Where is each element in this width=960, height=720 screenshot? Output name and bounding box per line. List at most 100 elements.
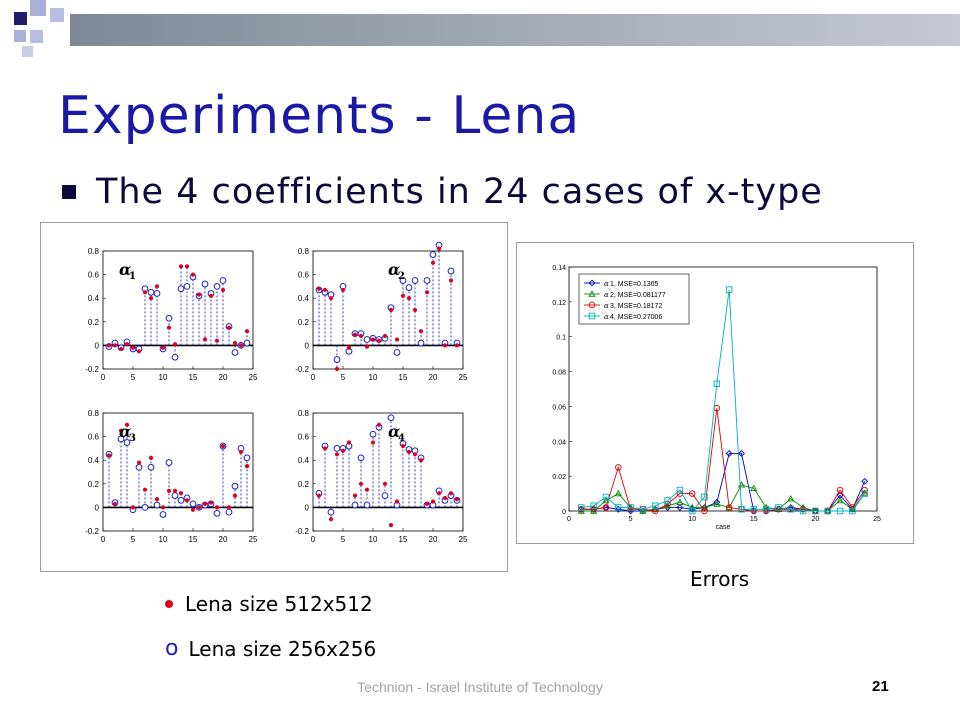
x-tick-label: 10 — [369, 535, 378, 544]
series-marker — [701, 493, 708, 501]
series-marker — [750, 484, 758, 492]
coef-plot-frame — [312, 412, 464, 532]
series-marker — [639, 506, 647, 513]
x-tick-label: 25 — [249, 373, 258, 382]
point-512 — [232, 340, 238, 346]
series-marker — [713, 498, 721, 506]
point-512 — [406, 449, 412, 455]
point-512 — [160, 505, 166, 510]
series-marker — [590, 507, 598, 514]
y-tick-label: -0.2 — [295, 365, 309, 374]
decor-top-bar — [70, 14, 960, 46]
series-marker — [787, 506, 795, 513]
point-256 — [231, 349, 239, 356]
point-512 — [226, 505, 232, 510]
series-marker — [590, 502, 597, 510]
open-circle-icon: o — [165, 636, 179, 661]
decor-square-light-1 — [30, 0, 46, 16]
y-tick-label: 0.2 — [298, 318, 310, 327]
point-512 — [394, 499, 400, 504]
point-256 — [393, 349, 401, 356]
point-512 — [400, 443, 406, 449]
point-512 — [142, 487, 148, 492]
legend-entry-label: α — [604, 291, 609, 299]
point-512 — [154, 284, 160, 289]
filled-dot-icon — [165, 600, 173, 608]
x-tick-label: 5 — [131, 373, 136, 382]
point-512 — [208, 500, 214, 505]
point-512 — [376, 422, 382, 427]
series-marker — [713, 500, 721, 507]
x-tick-label: 20 — [429, 535, 438, 544]
point-256 — [387, 414, 395, 422]
point-256 — [189, 500, 197, 508]
point-256 — [183, 283, 191, 290]
point-256 — [417, 339, 425, 347]
chart-title-subscript: 3 — [129, 433, 136, 444]
y-tick-label: 0 — [562, 509, 566, 516]
point-256 — [225, 508, 233, 516]
y-tick-label: 0.4 — [88, 294, 100, 303]
point-512 — [214, 338, 220, 343]
coefficients-panel: -0.2 0 0.2 0.4 0.6 0.8 0 5 10 15 20 25 α 1 -0.2 0 0.2 0.4… — [40, 222, 508, 572]
y-tick-label: 0.6 — [88, 271, 100, 280]
x-tick-label: 25 — [459, 535, 468, 544]
point-256 — [423, 277, 431, 284]
point-256 — [243, 339, 251, 347]
point-512 — [172, 488, 178, 493]
x-tick-label: 5 — [629, 516, 633, 523]
x-tick-label: 15 — [750, 516, 758, 523]
y-tick-label: 0.4 — [298, 456, 310, 465]
x-tick-label: 5 — [131, 535, 136, 544]
point-512 — [196, 292, 202, 297]
point-512 — [184, 498, 190, 503]
series-marker — [849, 507, 856, 515]
point-512 — [352, 493, 358, 498]
point-512 — [148, 455, 154, 460]
point-512 — [418, 329, 424, 334]
point-256 — [213, 509, 221, 517]
point-512 — [214, 505, 220, 510]
y-tick-label: 0.06 — [552, 404, 566, 411]
point-512 — [220, 443, 226, 449]
series-marker — [578, 504, 585, 511]
point-256 — [153, 501, 161, 509]
legend-entry-label: α — [604, 302, 609, 310]
point-512 — [358, 333, 364, 339]
point-512 — [106, 343, 112, 348]
point-256 — [381, 492, 389, 500]
decor-square-dark-1 — [14, 12, 27, 25]
point-512 — [160, 345, 166, 350]
point-512 — [196, 505, 202, 510]
point-512 — [382, 333, 388, 339]
point-512 — [448, 278, 454, 283]
x-tick-label: 20 — [812, 516, 820, 523]
point-256 — [429, 251, 437, 258]
coef-plot-frame — [312, 250, 464, 370]
series-marker — [738, 506, 745, 513]
x-tick-label: 15 — [399, 373, 408, 382]
footer-text: Technion - Israel Institute of Technolog… — [357, 679, 603, 695]
series-marker — [602, 493, 610, 501]
x-tick-label: 15 — [189, 535, 198, 544]
point-256 — [357, 454, 365, 462]
x-tick-label: 0 — [101, 535, 106, 544]
point-512 — [388, 307, 394, 313]
point-512 — [442, 343, 448, 348]
chart-title-subscript: 2 — [398, 271, 405, 282]
y-tick-label: -0.2 — [85, 365, 99, 374]
y-tick-label: 0.1 — [556, 335, 566, 342]
point-512 — [166, 325, 172, 330]
point-512 — [106, 453, 112, 458]
point-512 — [340, 448, 346, 453]
series-marker — [713, 380, 721, 388]
point-512 — [358, 481, 364, 486]
y-tick-label: 0 — [95, 341, 100, 350]
x-tick-label: 0 — [311, 535, 316, 544]
series-marker — [762, 506, 770, 513]
series-line — [581, 289, 866, 512]
x-tick-label: 0 — [311, 373, 316, 382]
series-marker — [688, 503, 696, 511]
point-256 — [123, 439, 131, 446]
